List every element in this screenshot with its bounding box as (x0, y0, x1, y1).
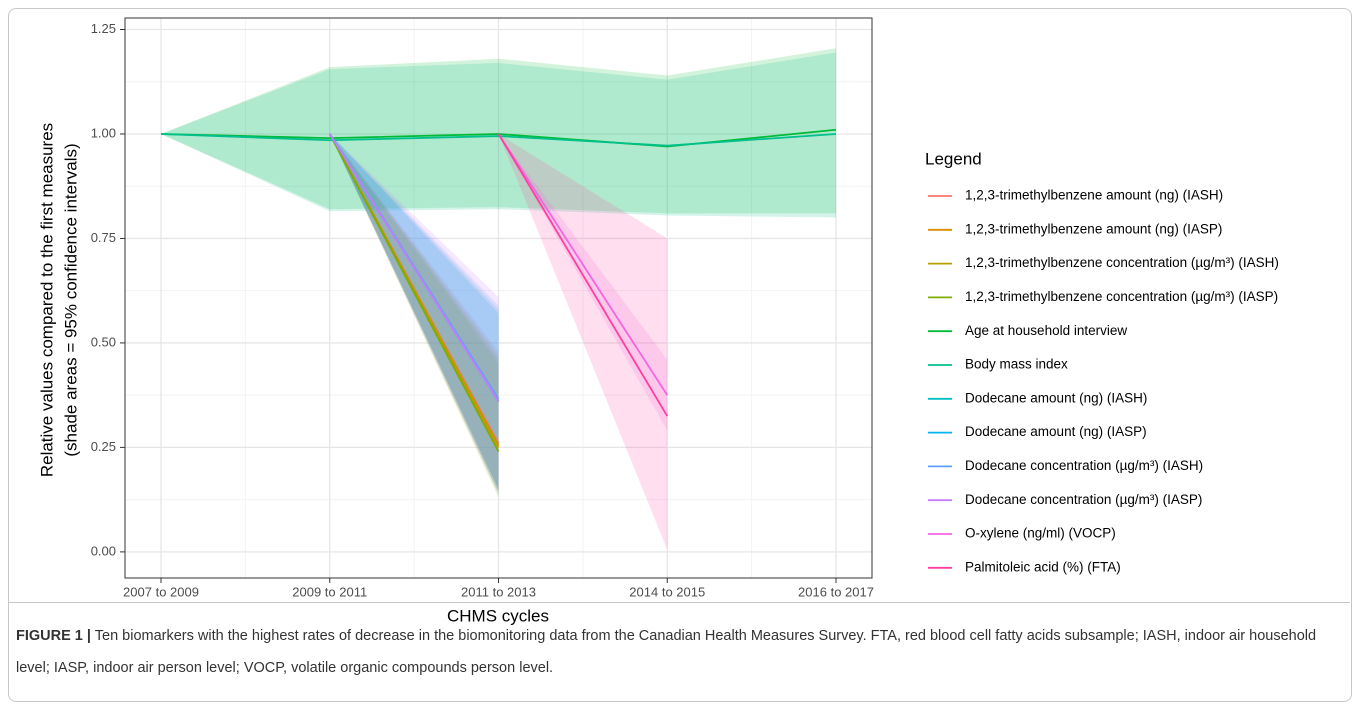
confidence-band (161, 48, 836, 214)
legend-label: Dodecane amount (ng) (IASH) (965, 390, 1147, 405)
legend-label: Dodecane amount (ng) (IASP) (965, 424, 1147, 439)
caption-text: Ten biomarkers with the highest rates of… (16, 628, 1317, 676)
y-tick-label: 0.25 (91, 439, 116, 454)
y-tick-label: 1.00 (91, 125, 116, 140)
legend-label: Dodecane concentration (µg/m³) (IASH) (965, 458, 1203, 473)
legend-label: 1,2,3-trimethylbenzene amount (ng) (IASH… (965, 188, 1223, 203)
x-tick-label: 2007 to 2009 (123, 584, 199, 599)
y-tick-label: 0.00 (91, 543, 116, 558)
y-tick-label: 1.25 (91, 21, 116, 36)
y-tick-label: 0.50 (91, 334, 116, 349)
confidence-band (329, 133, 499, 490)
confidence-band (329, 133, 499, 494)
series-line (328, 133, 500, 453)
x-axis-title: CHMS cycles (447, 606, 549, 625)
x-tick-label: 2014 to 2015 (629, 584, 705, 599)
confidence-band (329, 133, 499, 494)
y-axis-title: Relative values compared to the first me… (37, 123, 56, 477)
plot-border (124, 17, 873, 579)
legend-label: Dodecane concentration (µg/m³) (IASP) (965, 492, 1202, 507)
confidence-band (329, 133, 499, 490)
legend-title: Legend (925, 149, 982, 168)
separator (9, 602, 1350, 603)
caption: FIGURE 1 | Ten biomarkers with the highe… (16, 620, 1326, 684)
confidence-band (329, 133, 499, 498)
confidence-band (329, 133, 499, 494)
series-line (497, 133, 669, 396)
y-axis-title: (shade areas = 95% confidence intervals) (61, 143, 80, 456)
legend-label: 1,2,3-trimethylbenzene amount (ng) (IASP… (965, 221, 1222, 236)
confidence-band (329, 133, 499, 490)
legend-label: Palmitoleic acid (%) (FTA) (965, 559, 1121, 574)
confidence-band (498, 133, 668, 431)
series-line (160, 133, 837, 147)
legend-label: O-xylene (ng/ml) (VOCP) (965, 526, 1116, 541)
x-tick-label: 2011 to 2013 (461, 584, 536, 599)
legend-label: Age at household interview (965, 323, 1127, 338)
series-line (497, 133, 669, 417)
legend-label: 1,2,3-trimethylbenzene concentration (µg… (965, 255, 1279, 270)
legend-label: Body mass index (965, 357, 1068, 372)
figure (8, 8, 1352, 702)
caption-label: FIGURE 1 | (16, 628, 91, 644)
chart: CHMS cycles Relative values compared to … (37, 17, 1279, 625)
confidence-band (498, 133, 668, 550)
confidence-band (329, 133, 499, 490)
series-line (328, 133, 500, 402)
x-tick-label: 2016 to 2017 (798, 584, 874, 599)
legend-label: 1,2,3-trimethylbenzene concentration (µg… (965, 289, 1278, 304)
y-tick-label: 0.75 (91, 230, 116, 245)
x-tick-label: 2009 to 2011 (292, 584, 367, 599)
